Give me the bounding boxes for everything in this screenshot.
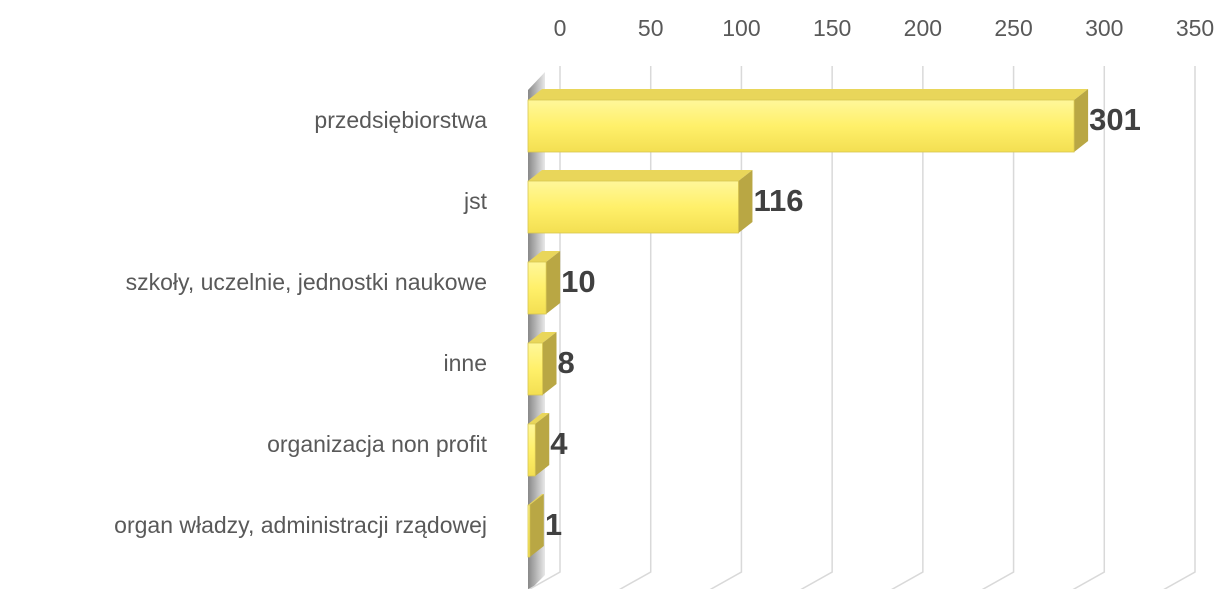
bar-side xyxy=(738,170,753,233)
y-tick-label: inne xyxy=(444,350,487,376)
bar xyxy=(527,423,536,477)
y-tick-label: szkoły, uczelnie, jednostki naukowe xyxy=(126,269,487,295)
bar-top xyxy=(528,89,1089,100)
grid-line xyxy=(1071,66,1106,591)
y-tick-label: organ władzy, administracji rządowej xyxy=(114,512,487,538)
bar xyxy=(527,261,547,315)
x-tick-label: 0 xyxy=(554,15,567,41)
x-tick-label: 200 xyxy=(904,15,942,41)
value-label: 4 xyxy=(550,426,568,461)
grid xyxy=(527,66,1196,591)
bar xyxy=(527,504,531,558)
bar-side xyxy=(535,413,550,476)
bar-side xyxy=(1074,89,1089,152)
grid-line xyxy=(1162,66,1196,591)
x-tick-label: 250 xyxy=(994,15,1032,41)
grid-line xyxy=(527,66,561,591)
x-tick-label: 50 xyxy=(638,15,664,41)
bar-top xyxy=(528,251,561,262)
grid-line xyxy=(890,66,924,591)
bar-top xyxy=(528,170,753,181)
grid-line xyxy=(709,66,743,591)
x-tick-label: 350 xyxy=(1176,15,1214,41)
value-label: 1 xyxy=(545,507,562,542)
grid-line xyxy=(799,66,833,591)
y-tick-label: jst xyxy=(463,188,488,214)
bar-top xyxy=(528,332,557,343)
bar xyxy=(527,180,739,234)
bar xyxy=(527,342,543,396)
value-label: 10 xyxy=(561,264,595,299)
y-tick-label: organizacja non profit xyxy=(267,431,488,457)
bar-side xyxy=(546,251,561,314)
grid-line xyxy=(981,66,1015,591)
bar-side xyxy=(529,494,544,557)
x-tick-label: 150 xyxy=(813,15,851,41)
x-tick-label: 100 xyxy=(722,15,760,41)
grid-line xyxy=(618,66,652,591)
value-label: 116 xyxy=(753,183,803,218)
bar-top xyxy=(528,494,544,505)
bar-side xyxy=(542,332,557,395)
value-label: 301 xyxy=(1089,102,1141,137)
x-tick-label: 300 xyxy=(1085,15,1123,41)
bar xyxy=(527,99,1075,153)
bars xyxy=(527,89,1089,558)
value-label: 8 xyxy=(558,345,575,380)
y-tick-label: przedsiębiorstwa xyxy=(314,107,487,133)
bar-top xyxy=(528,413,550,424)
